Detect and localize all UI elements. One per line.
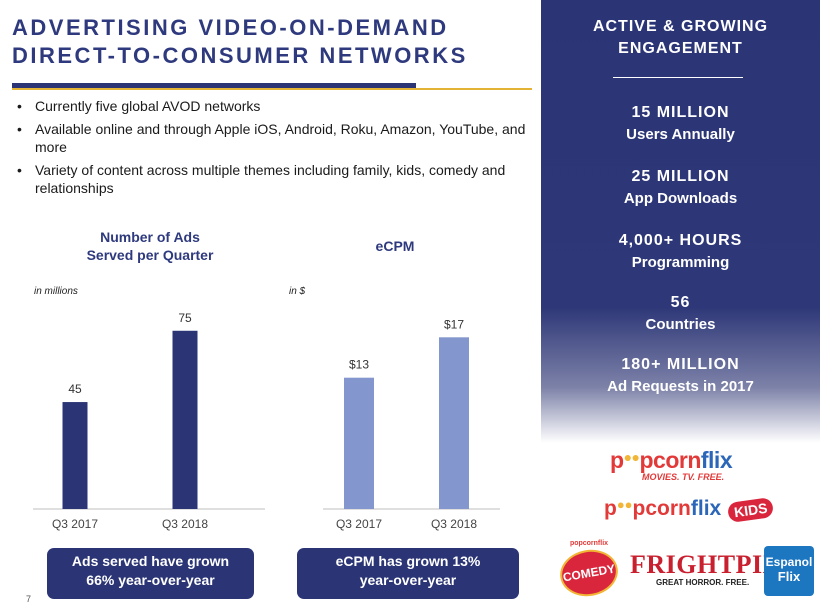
title-underline	[12, 83, 416, 88]
ecpm-chart-title: eCPM	[375, 238, 415, 254]
popcornflix-logo: p●●pcornflix MOVIES. TV. FREE.	[610, 445, 733, 482]
stat-label: Programming	[631, 254, 730, 271]
ecpm-chart: $13 Q3 2017 $17 Q3 2018	[323, 317, 500, 531]
popcornflix-tagline: MOVIES. TV. FREE.	[642, 472, 725, 482]
engagement-panel	[541, 0, 820, 615]
comedy-badge: COMEDY	[556, 545, 622, 601]
data-label: 75	[178, 311, 192, 325]
panel-heading: ACTIVE & GROWING ENGAGEMENT	[541, 16, 820, 60]
popcornflix-kids-logo: p●●pcornflix KIDS	[604, 496, 775, 524]
kids-badge: KIDS	[726, 496, 775, 524]
ads-chart-unit: in millions	[34, 286, 78, 297]
ads-growth-callout: Ads served have grown 66% year-over-year	[47, 548, 254, 599]
logo-text: p	[604, 497, 617, 520]
stat-ad-requests: 180+ MILLION Ad Requests in 2017	[541, 354, 820, 398]
logo-text: Flix	[777, 569, 801, 584]
page-title: ADVERTISING VIDEO-ON-DEMAND DIRECT-TO-CO…	[12, 14, 468, 70]
bar-charts: 45 Q3 2017 75 Q3 2018 $13 Q3 2017 $17 Q3 2018	[33, 311, 500, 531]
logo-text: flix	[690, 497, 722, 520]
logo-text: FRIGHTPIX	[630, 550, 782, 579]
popcornflix-comedy-logo: popcornflix COMEDY	[556, 540, 622, 602]
frightpix-tagline: GREAT HORROR. FREE.	[656, 578, 750, 587]
stat-label: Users Annually	[626, 126, 735, 143]
data-label: 45	[68, 382, 82, 396]
stat-countries: 56 Countries	[541, 292, 820, 336]
ecpm-growth-line-2: year-over-year	[359, 572, 457, 588]
x-tick-label: Q3 2018	[162, 517, 208, 531]
logo-text: pcorn	[639, 447, 701, 473]
espanol-flix-logo: Espanol Flix	[764, 546, 814, 596]
ecpm-chart-unit: in $	[289, 286, 306, 297]
title-line-2: DIRECT-TO-CONSUMER NETWORKS	[12, 43, 468, 68]
title-line-1: ADVERTISING VIDEO-ON-DEMAND	[12, 15, 449, 40]
stat-downloads: 25 MILLION App Downloads	[541, 166, 820, 210]
stat-value: 4,000+ HOURS	[618, 232, 743, 249]
ads-growth-line-1: Ads served have grown	[71, 553, 230, 569]
stat-value: 25 MILLION	[631, 168, 730, 185]
logo-text: p	[610, 447, 624, 473]
stat-label: App Downloads	[623, 190, 738, 207]
x-tick-label: Q3 2017	[52, 517, 98, 531]
logo-text: flix	[700, 447, 733, 473]
stat-value: 180+ MILLION	[621, 356, 740, 373]
ecpm-growth-line-1: eCPM has grown 13%	[335, 553, 481, 569]
x-tick-label: Q3 2017	[336, 517, 382, 531]
ads-growth-line-2: 66% year-over-year	[86, 572, 215, 588]
popcorn-icon: ●●	[616, 497, 633, 512]
logo-text: pcorn	[632, 497, 691, 520]
bar-q3-2017	[62, 402, 88, 509]
bar-q3-2018	[172, 330, 198, 509]
stat-label: Ad Requests in 2017	[607, 378, 754, 395]
stat-label: Countries	[645, 316, 716, 333]
data-label: $13	[349, 358, 369, 372]
stat-hours: 4,000+ HOURS Programming	[541, 230, 820, 274]
x-tick-label: Q3 2018	[431, 517, 477, 531]
popcorn-icon: ●●	[623, 449, 640, 465]
bullet-item: Available online and through Apple iOS, …	[12, 120, 532, 156]
ads-chart: 45 Q3 2017 75 Q3 2018	[33, 311, 265, 531]
bullet-item: Variety of content across multiple theme…	[12, 161, 532, 197]
ads-chart-title-line-1: Number of Ads	[100, 229, 200, 245]
title-underline-accent	[12, 88, 532, 90]
stat-value: 56	[670, 294, 691, 311]
ads-chart-title: Number of Ads Served per Quarter	[60, 228, 240, 264]
frightpix-logo: FRIGHTPIX GREAT HORROR. FREE.	[630, 550, 782, 588]
panel-heading-line-2: ENGAGEMENT	[618, 40, 743, 57]
panel-heading-line-1: ACTIVE & GROWING	[592, 18, 769, 35]
page-number: 7	[26, 594, 32, 604]
logo-text: popcornflix	[569, 540, 609, 547]
data-label: $17	[444, 317, 464, 331]
stat-value: 15 MILLION	[631, 104, 730, 121]
ads-chart-title-line-2: Served per Quarter	[86, 247, 214, 263]
ecpm-growth-callout: eCPM has grown 13% year-over-year	[297, 548, 519, 599]
logo-text: Espanol	[765, 555, 813, 569]
stat-users: 15 MILLION Users Annually	[541, 102, 820, 146]
panel-divider	[613, 77, 743, 78]
bar-q3-2018	[439, 337, 469, 509]
bar-q3-2017	[344, 377, 374, 509]
bullet-item: Currently five global AVOD networks	[12, 97, 532, 115]
bullet-list: Currently five global AVOD networks Avai…	[12, 97, 532, 202]
